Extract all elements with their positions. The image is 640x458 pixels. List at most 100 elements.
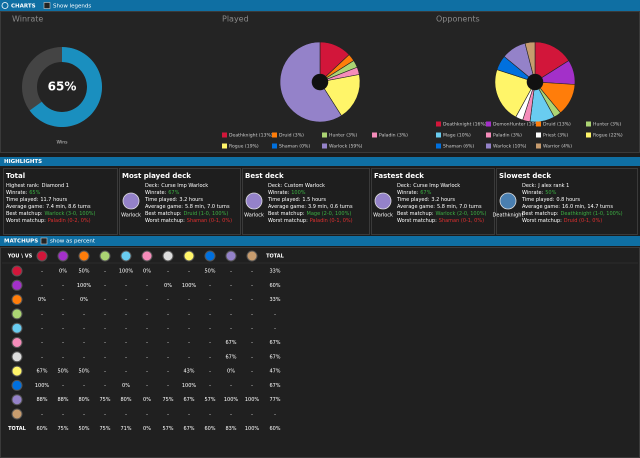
line-label: Time played: (396, 197, 430, 203)
highlight-line: Time played: 0.8 hours (521, 197, 580, 203)
section-title: MATCHUPS (4, 239, 38, 245)
class-icon (11, 322, 23, 334)
matchup-cell: - (146, 369, 148, 375)
matchup-cell: - (167, 412, 169, 418)
collapse-icon[interactable] (1, 2, 9, 9)
line-value: 5.8 min, 7.0 turns (185, 204, 230, 210)
matchup-cell: - (146, 283, 148, 289)
matchup-cell: - (209, 283, 211, 289)
matchup-cell: - (62, 340, 64, 346)
class-icon (57, 250, 69, 262)
matchup-cell: - (125, 326, 127, 332)
matchup-cell: - (146, 297, 148, 303)
legend-label: Deathknight (13%) (229, 133, 273, 139)
donut-value: 65% (48, 80, 77, 94)
matchup-cell: 0% (38, 297, 46, 303)
matchup-cell: 100% (182, 383, 197, 389)
matchup-cell: 43% (183, 369, 194, 375)
highlight-title: Fastest deck (374, 172, 424, 180)
matchup-cell: 0% (143, 269, 151, 275)
total-cell: 60% (36, 426, 47, 432)
line-label: Average game: (145, 204, 183, 210)
pie-hole (527, 74, 543, 90)
line-label: Best matchup: (145, 211, 182, 217)
legend-swatch (486, 121, 491, 127)
legend-label: Deathknight (16%) (443, 122, 487, 128)
highlight-line: Worst matchup: Paladin (0-2, 0%) (6, 218, 91, 224)
matchup-cell: 50% (78, 369, 89, 375)
line-value: 67% (420, 190, 431, 196)
line-value: 67% (168, 190, 179, 196)
checkbox[interactable] (43, 2, 51, 9)
matchup-cell: 0% (143, 397, 151, 403)
matchup-cell: - (251, 383, 253, 389)
legend-swatch (486, 143, 491, 149)
line-value: Curse Imp Warlock (413, 183, 460, 189)
total-cell: 50% (78, 426, 89, 432)
line-label: Average game: (397, 204, 435, 210)
highlight-line: Time played: 1.5 hours (267, 197, 326, 203)
line-value: 7.4 min, 8.6 turns (46, 204, 91, 210)
class-icon (11, 408, 23, 420)
total-cell: 75% (57, 426, 68, 432)
line-value: 100% (291, 190, 306, 196)
legend-swatch (322, 132, 327, 138)
matchup-cell: - (83, 311, 85, 317)
legend-label: Hunter (3%) (329, 133, 357, 139)
highlight-line: Time played: 3.2 hours (396, 197, 455, 203)
matchup-cell: - (274, 412, 276, 418)
highlight-line: Best matchup: Warlock (2-0, 100%) (397, 211, 487, 217)
matchup-cell: - (209, 326, 211, 332)
matchup-cell: - (188, 269, 190, 275)
line-value: 50% (545, 190, 556, 196)
matchup-cell: 60% (269, 283, 280, 289)
line-label: Best matchup: (522, 211, 559, 217)
corner-label: YOU \ VS (7, 254, 33, 260)
line-value: 65% (29, 190, 40, 196)
checkbox-label[interactable]: show as percent (50, 239, 96, 245)
line-value: Paladin (0-2, 0%) (48, 218, 91, 224)
highlight-line: Deck: Custom Warlock (268, 183, 325, 189)
matchup-cell: - (83, 326, 85, 332)
matchup-cell: - (167, 326, 169, 332)
highlight-line: Best matchup: Deathknight (1-0, 100%) (522, 211, 623, 217)
matchup-cell: - (230, 326, 232, 332)
matchup-cell: - (62, 412, 64, 418)
line-label: Best matchup: (268, 211, 305, 217)
highlight-line: Winrate: 67% (397, 190, 432, 196)
total-cell: 67% (183, 426, 194, 432)
matchups-panel (0, 247, 640, 458)
line-label: Deck: (268, 183, 283, 189)
line-label: Worst matchup: (145, 218, 185, 224)
matchup-cell: - (125, 354, 127, 360)
matchup-cell: - (188, 297, 190, 303)
matchup-cell: - (62, 283, 64, 289)
line-label: Average game: (6, 204, 44, 210)
checkbox-label[interactable]: Show legends (53, 4, 91, 10)
matchup-cell: - (83, 383, 85, 389)
line-value: Diamond 1 (42, 183, 69, 189)
highlight-title: Total (6, 172, 25, 180)
line-value: 3.2 hours (179, 197, 203, 203)
checkbox[interactable] (40, 237, 48, 245)
line-value: Mage (2-0, 100%) (307, 211, 352, 217)
class-icon (120, 250, 132, 262)
matchup-cell: 80% (78, 397, 89, 403)
pie-hole (312, 74, 328, 90)
matchup-cell: - (251, 326, 253, 332)
matchup-cell: - (125, 311, 127, 317)
matchup-cell: - (83, 412, 85, 418)
matchup-cell: - (230, 383, 232, 389)
line-label: Winrate: (522, 190, 544, 196)
matchup-cell: - (188, 311, 190, 317)
matchup-cell: - (146, 311, 148, 317)
total-cell: 71% (120, 426, 131, 432)
highlight-line: Deck: Curse Imp Warlock (397, 183, 460, 189)
highlight-line: Time played: 3.2 hours (144, 197, 203, 203)
line-label: Deck: (145, 183, 160, 189)
matchup-cell: - (230, 311, 232, 317)
line-label: Time played: (5, 197, 39, 203)
matchup-cell: - (146, 383, 148, 389)
donut-segment (29, 47, 102, 127)
